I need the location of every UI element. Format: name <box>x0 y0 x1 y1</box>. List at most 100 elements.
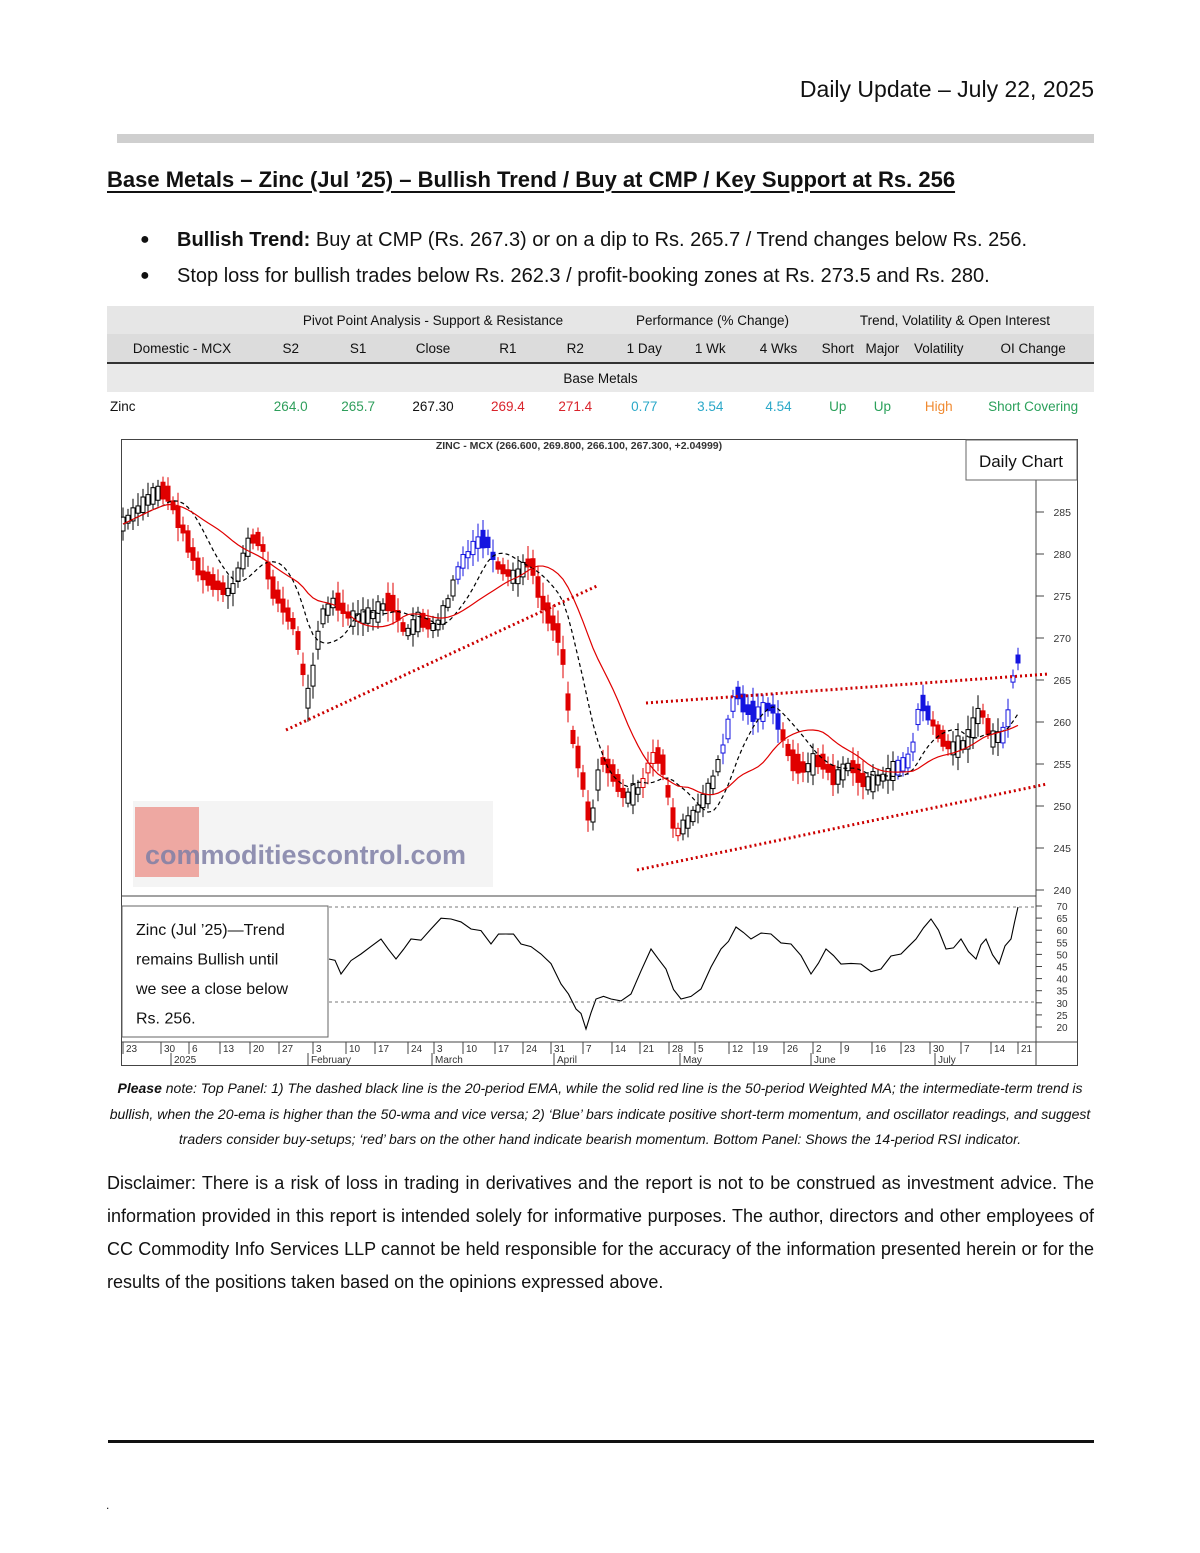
chart-note: Please note: Top Panel: 1) The dashed bl… <box>106 1076 1094 1153</box>
bullet-dot-icon: ● <box>140 231 150 248</box>
candle-body <box>400 622 406 632</box>
candle-body <box>895 759 901 776</box>
column-header: 1 Day <box>609 334 680 364</box>
candle-body <box>160 481 166 500</box>
column-header: 1 Wk <box>679 334 741 364</box>
candle-body <box>635 787 641 795</box>
candle-body <box>560 649 566 665</box>
price-tick-label: 265 <box>1053 675 1071 687</box>
candle-body <box>365 607 371 624</box>
badge-box <box>965 439 1078 481</box>
candle-body <box>680 819 686 835</box>
candle-body <box>315 630 321 650</box>
candle-body <box>850 760 856 774</box>
rsi-line <box>328 906 1019 1031</box>
candle-body <box>785 743 791 757</box>
trade-bullets: ● Bullish Trend: Buy at CMP (Rs. 267.3) … <box>140 222 1027 294</box>
candle-body <box>275 589 281 604</box>
date-tick-label: 26 <box>787 1044 799 1055</box>
rsi-tick-label: 50 <box>1056 950 1068 961</box>
date-tick-label: 12 <box>732 1044 744 1055</box>
bullet-bold: Bullish Trend: <box>177 228 311 251</box>
candle-body <box>940 729 946 747</box>
rsi-tick-label: 55 <box>1056 938 1068 949</box>
candle-body <box>825 763 831 773</box>
section-label: Base Metals <box>107 363 1094 392</box>
candle-body <box>710 775 716 790</box>
candle-body <box>375 601 381 623</box>
table-section-row: Base Metals <box>107 363 1094 392</box>
candle-body <box>800 761 806 773</box>
candle-body <box>925 705 931 721</box>
candle-body <box>260 544 266 552</box>
candle-body <box>955 735 961 758</box>
candle-body <box>650 752 656 764</box>
candle-body <box>805 763 811 773</box>
candle-body <box>480 529 486 549</box>
pivot-table: Pivot Point Analysis - Support & Resista… <box>107 306 1094 420</box>
rsi-tick-label: 20 <box>1056 1023 1068 1034</box>
candle-body <box>830 764 836 786</box>
table-cell: High <box>924 398 953 414</box>
price-tick-label: 275 <box>1053 591 1071 603</box>
date-tick-label: 17 <box>378 1044 390 1055</box>
candle-body <box>505 569 511 577</box>
note-lead: Please <box>117 1080 162 1096</box>
daily-chart-badge: Daily Chart <box>965 439 1078 481</box>
candle-body <box>1005 709 1011 728</box>
candle-body <box>755 706 761 720</box>
candle-body <box>860 772 866 788</box>
candle-body <box>900 757 906 772</box>
bullet-item: ● Bullish Trend: Buy at CMP (Rs. 267.3) … <box>140 222 1027 258</box>
bullet-text: Buy at CMP (Rs. 267.3) or on a dip to Rs… <box>310 228 1028 251</box>
candle-body <box>145 494 151 506</box>
candle-body <box>200 570 206 581</box>
candle-body <box>890 760 896 782</box>
candle-body <box>920 694 926 712</box>
table-cell: 271.4 <box>558 398 593 414</box>
candle-body <box>335 592 341 611</box>
month-label: April <box>557 1055 577 1066</box>
candle-body <box>460 554 466 569</box>
watermark-logo: commoditiescontrol.com <box>133 801 493 887</box>
table-cell: 267.30 <box>412 398 454 414</box>
candle-body <box>915 708 921 726</box>
candle-body <box>840 763 846 781</box>
candle-body <box>855 763 861 783</box>
group-trend: Trend, Volatility & Open Interest <box>815 306 1094 334</box>
candle-body <box>245 537 251 557</box>
candle-body <box>740 693 746 713</box>
candle-body <box>685 815 691 829</box>
candle-body <box>845 762 851 772</box>
badge-label: Daily Chart <box>979 452 1063 471</box>
candle-body <box>295 631 301 650</box>
date-tick-label: 14 <box>994 1044 1006 1055</box>
table-cell: Up <box>873 398 892 414</box>
table-cell: 264.0 <box>273 398 308 414</box>
candle-body <box>525 558 531 568</box>
candle-body <box>310 664 316 687</box>
table-cell: 265.7 <box>341 398 375 414</box>
candle-body <box>125 514 131 524</box>
candle-body <box>620 787 626 799</box>
candle-body <box>135 505 141 514</box>
candle-body <box>555 623 561 643</box>
note-text: note: Top Panel: 1) The dashed black lin… <box>109 1080 1091 1147</box>
candle-body <box>475 536 481 549</box>
ema-20-line <box>122 500 1019 813</box>
date-tick-label: 19 <box>757 1044 769 1055</box>
candle-body <box>735 686 741 700</box>
candle-body <box>985 718 991 735</box>
candle-body <box>575 745 581 769</box>
candle-body <box>705 782 711 805</box>
date-tick-label: 7 <box>586 1044 592 1055</box>
rsi-tick-label: 60 <box>1056 926 1068 937</box>
candle-body <box>405 627 411 637</box>
callout-text: Zinc (Jul ’25)—Trend remains Bullish unti… <box>135 922 289 1028</box>
candle-body <box>255 531 261 547</box>
price-tick-label: 240 <box>1053 885 1071 897</box>
column-header: 4 Wks <box>740 334 816 364</box>
candle-body <box>965 729 971 750</box>
candle-body <box>280 598 286 613</box>
date-tick-label: 27 <box>282 1044 294 1055</box>
